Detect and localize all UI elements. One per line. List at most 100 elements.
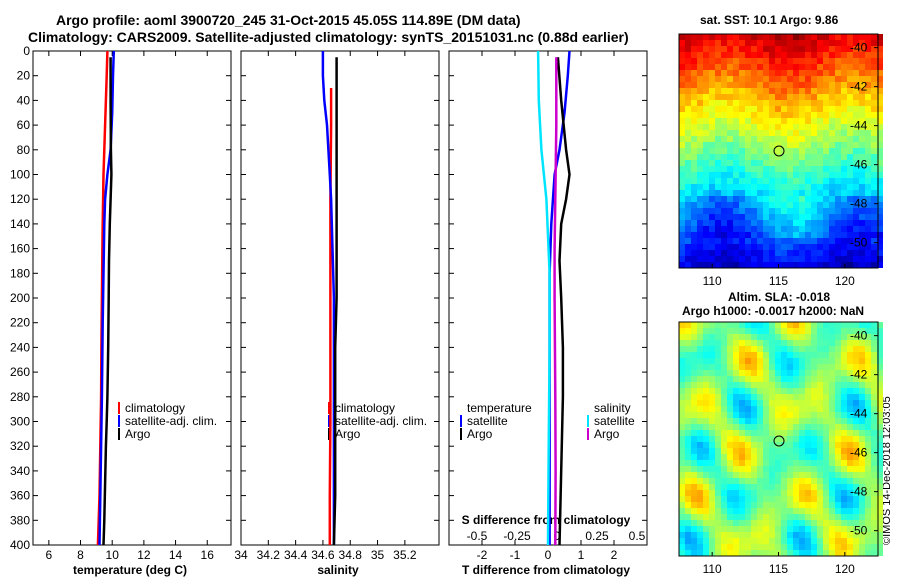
sla-cell — [763, 352, 769, 358]
sla-cell — [769, 514, 775, 520]
sla-cell — [841, 436, 847, 442]
sla-cell — [709, 538, 715, 544]
sst-cell — [709, 244, 715, 250]
sst-cell — [823, 82, 829, 88]
sla-cell — [799, 364, 805, 370]
sst-cell — [721, 250, 727, 256]
sst-cell — [679, 82, 685, 88]
sla-cell — [841, 394, 847, 400]
sla-cell — [787, 358, 793, 364]
sst-cell — [757, 250, 763, 256]
sst-cell — [799, 46, 805, 52]
sst-cell — [733, 46, 739, 52]
sst-cell — [685, 76, 691, 82]
sst-cell — [859, 40, 865, 46]
sst-cell — [793, 88, 799, 94]
sla-cell — [811, 364, 817, 370]
sla-cell — [721, 484, 727, 490]
sst-cell — [709, 154, 715, 160]
sst-cell — [751, 178, 757, 184]
sla-cell — [685, 328, 691, 334]
sla-cell — [817, 352, 823, 358]
sla-cell — [697, 454, 703, 460]
sst-cell — [763, 190, 769, 196]
sst-cell — [829, 238, 835, 244]
sla-cell — [835, 418, 841, 424]
s-tick-label: -0.25 — [503, 529, 531, 543]
sst-cell — [757, 148, 763, 154]
sla-cell — [775, 406, 781, 412]
sst-cell — [859, 142, 865, 148]
sst-cell — [679, 94, 685, 100]
sla-cell — [715, 430, 721, 436]
sla-cell — [733, 544, 739, 550]
sst-cell — [799, 262, 805, 268]
sst-cell — [841, 76, 847, 82]
sst-cell — [865, 70, 871, 76]
sla-cell — [847, 550, 853, 556]
sla-cell — [679, 460, 685, 466]
sst-cell — [811, 214, 817, 220]
sst-cell — [709, 196, 715, 202]
sst-cell — [697, 148, 703, 154]
sst-cell — [799, 94, 805, 100]
sla-cell — [757, 430, 763, 436]
series-line-t-satellite — [548, 50, 571, 545]
sst-cell — [751, 52, 757, 58]
sst-cell — [763, 160, 769, 166]
sst-cell — [697, 220, 703, 226]
sla-cell — [757, 334, 763, 340]
sst-cell — [733, 148, 739, 154]
sla-cell — [691, 484, 697, 490]
sst-cell — [745, 178, 751, 184]
sst-cell — [877, 124, 883, 130]
sst-cell — [781, 166, 787, 172]
sst-cell — [841, 118, 847, 124]
sla-cell — [757, 472, 763, 478]
sst-cell — [703, 244, 709, 250]
sla-cell — [865, 406, 871, 412]
sla-cell — [739, 358, 745, 364]
sst-cell — [775, 190, 781, 196]
sla-cell — [817, 430, 823, 436]
y-tick-label: 20 — [17, 69, 31, 83]
sla-cell — [799, 370, 805, 376]
sst-cell — [739, 244, 745, 250]
sla-cell — [817, 334, 823, 340]
sla-cell — [817, 322, 823, 328]
sst-cell — [847, 82, 853, 88]
sst-cell — [877, 202, 883, 208]
sla-cell — [865, 358, 871, 364]
sla-cell — [817, 418, 823, 424]
sst-cell — [739, 46, 745, 52]
sla-cell — [751, 376, 757, 382]
sla-cell — [709, 454, 715, 460]
sla-cell — [739, 526, 745, 532]
sst-cell — [757, 226, 763, 232]
sla-cell — [847, 364, 853, 370]
sst-cell — [751, 124, 757, 130]
sla-cell — [805, 346, 811, 352]
sla-cell — [859, 382, 865, 388]
sst-cell — [793, 208, 799, 214]
sst-cell — [763, 64, 769, 70]
sst-cell — [793, 190, 799, 196]
salinity-xlabel: salinity — [317, 563, 359, 577]
sst-cell — [847, 220, 853, 226]
sla-cell — [859, 358, 865, 364]
sla-cell — [835, 526, 841, 532]
sst-cell — [865, 142, 871, 148]
sst-cell — [733, 166, 739, 172]
sla-cell — [727, 394, 733, 400]
sst-cell — [817, 34, 823, 40]
sst-cell — [745, 238, 751, 244]
sst-cell — [847, 76, 853, 82]
sst-cell — [739, 88, 745, 94]
sst-cell — [805, 190, 811, 196]
sst-cell — [721, 178, 727, 184]
sst-cell — [835, 184, 841, 190]
sst-cell — [877, 154, 883, 160]
sla-cell — [817, 328, 823, 334]
sla-cell — [751, 448, 757, 454]
sla-cell — [847, 400, 853, 406]
